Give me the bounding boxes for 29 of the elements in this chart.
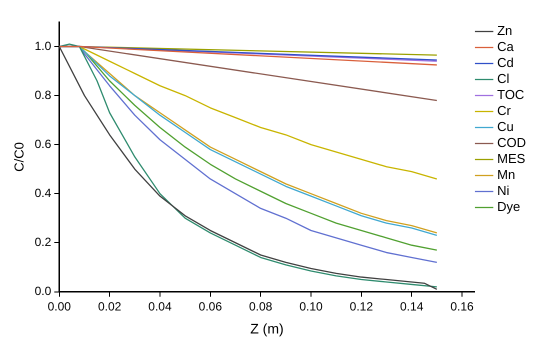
y-tick-label: 0.8 bbox=[34, 88, 52, 102]
x-tick-label: 0.00 bbox=[48, 299, 72, 314]
legend-label: Cl bbox=[497, 71, 510, 86]
legend-label: Mn bbox=[497, 167, 516, 182]
legend-label: Cr bbox=[497, 103, 512, 118]
legend-label: COD bbox=[497, 135, 526, 150]
x-axis-title: Z (m) bbox=[250, 320, 284, 336]
legend-label: Cu bbox=[497, 119, 514, 134]
x-tick-label: 0.10 bbox=[299, 299, 323, 314]
x-tick-label: 0.06 bbox=[198, 299, 222, 314]
legend-label: MES bbox=[497, 151, 526, 166]
y-axis-title: C/C0 bbox=[11, 142, 26, 172]
legend-label: Cd bbox=[497, 55, 514, 70]
legend-label: Ca bbox=[497, 39, 514, 54]
legend-label: TOC bbox=[497, 87, 524, 102]
legend-label: Dye bbox=[497, 199, 520, 214]
y-tick-label: 0.6 bbox=[34, 136, 52, 151]
x-tick-label: 0.08 bbox=[248, 299, 273, 314]
legend-label: Zn bbox=[497, 23, 512, 38]
y-tick-label: 0.4 bbox=[34, 186, 52, 200]
x-tick-label: 0.16 bbox=[450, 299, 474, 314]
y-tick-label: 0.2 bbox=[34, 235, 52, 250]
x-tick-label: 0.12 bbox=[350, 299, 374, 314]
x-tick-label: 0.04 bbox=[148, 299, 172, 314]
x-tick-label: 0.02 bbox=[98, 299, 122, 314]
y-tick-label: 1.0 bbox=[34, 38, 52, 53]
y-tick-label: 0.0 bbox=[34, 284, 52, 298]
legend-label: Ni bbox=[497, 183, 510, 198]
x-tick-label: 0.14 bbox=[400, 299, 424, 314]
